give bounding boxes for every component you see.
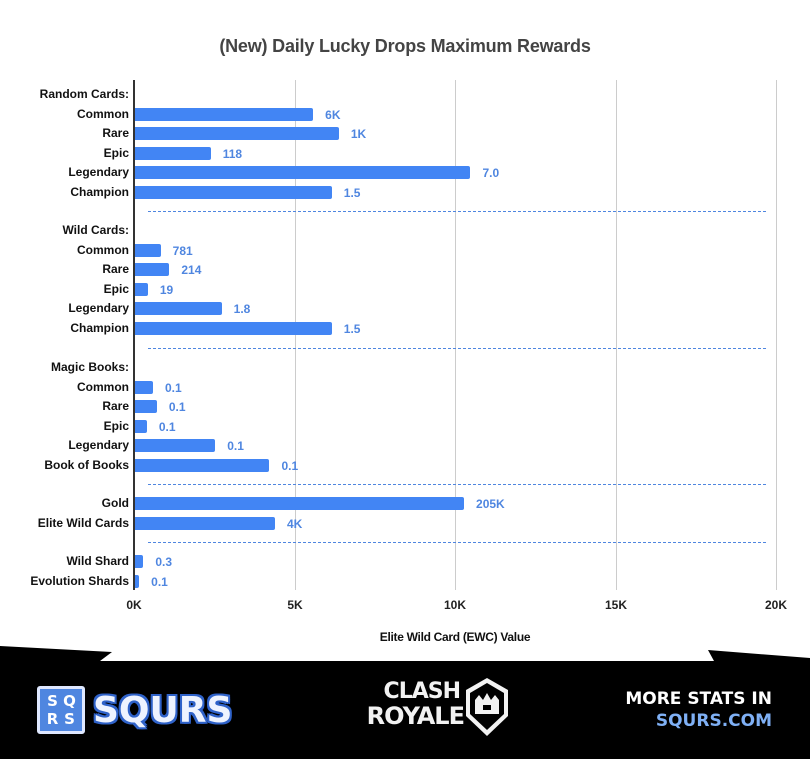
x-tick-20k: 20K bbox=[764, 598, 787, 612]
more-stats-link[interactable]: MORE STATS IN SQURS.COM bbox=[625, 688, 772, 732]
category-label: Rare bbox=[102, 262, 129, 276]
footer-background-shape bbox=[0, 646, 810, 759]
bar-value-label: 0.1 bbox=[168, 400, 186, 414]
bar-value-label: 1.5 bbox=[343, 185, 361, 200]
category-label: Rare bbox=[102, 126, 129, 140]
logo-letter: R bbox=[46, 710, 59, 728]
bar[interactable] bbox=[135, 107, 314, 121]
x-tick-10k: 10K bbox=[443, 598, 466, 612]
x-tick-5k: 5K bbox=[287, 598, 303, 612]
bar[interactable] bbox=[135, 263, 170, 276]
squrs-wordmark: SQURS bbox=[93, 689, 233, 731]
bar-value-label: 118 bbox=[222, 146, 243, 161]
gridline-10k bbox=[455, 80, 456, 590]
chart-area: (New) Daily Lucky Drops Maximum Rewards … bbox=[30, 36, 787, 644]
bar-value-label: 7.0 bbox=[482, 166, 500, 180]
bar[interactable] bbox=[135, 127, 339, 140]
bar-value-label: 0.1 bbox=[164, 380, 182, 395]
bar-value-label: 214 bbox=[181, 263, 202, 277]
bar[interactable] bbox=[135, 166, 471, 179]
bar[interactable] bbox=[135, 497, 465, 510]
category-label: Legendary bbox=[68, 165, 129, 179]
group-separator bbox=[148, 484, 766, 485]
group-separator bbox=[148, 542, 766, 543]
crown-shield-icon bbox=[466, 678, 508, 736]
bar-value-label: 1.8 bbox=[233, 302, 251, 316]
category-label: Wild Shard bbox=[66, 554, 129, 568]
cta-url[interactable]: SQURS.COM bbox=[655, 711, 772, 731]
bar-value-label: 4K bbox=[286, 516, 303, 531]
group-header: Magic Books: bbox=[50, 360, 129, 374]
bar-value-label: 0.1 bbox=[281, 458, 299, 473]
logo-letter: S bbox=[64, 710, 75, 728]
group-header: Wild Cards: bbox=[62, 223, 129, 237]
category-label: Common bbox=[77, 242, 129, 257]
cta-line-1: MORE STATS IN bbox=[625, 689, 772, 709]
clash-royale-logo: CLASH ROYALE bbox=[360, 676, 510, 742]
bar[interactable] bbox=[135, 185, 332, 199]
bar[interactable] bbox=[135, 458, 270, 472]
bar-value-label: 1K bbox=[350, 127, 367, 141]
y-axis-line bbox=[133, 80, 135, 590]
bar-value-label: 0.1 bbox=[151, 574, 168, 589]
bar[interactable] bbox=[135, 555, 144, 568]
category-label: Elite Wild Cards bbox=[37, 515, 129, 530]
bar[interactable] bbox=[135, 302, 222, 315]
group-header: Random Cards: bbox=[39, 87, 129, 101]
bar-value-label: 1.5 bbox=[343, 321, 361, 336]
logo-line-2: ROYALE bbox=[366, 702, 465, 730]
group-separator bbox=[148, 348, 766, 349]
bar[interactable] bbox=[135, 439, 216, 452]
category-label: Common bbox=[77, 379, 129, 394]
category-label: Epic bbox=[103, 281, 129, 296]
logo-letter: S bbox=[47, 692, 58, 710]
x-tick-0k: 0K bbox=[126, 598, 142, 612]
squrs-brand[interactable]: S Q R S SQURS bbox=[37, 686, 232, 734]
logo-letter: Q bbox=[63, 692, 76, 710]
gridline-15k bbox=[616, 80, 617, 590]
bar[interactable] bbox=[135, 321, 332, 335]
category-label: Champion bbox=[70, 184, 129, 199]
category-label: Legendary bbox=[68, 301, 129, 315]
bar-value-label: 6K bbox=[325, 107, 341, 122]
chart-title: (New) Daily Lucky Drops Maximum Rewards bbox=[219, 36, 591, 56]
bar[interactable] bbox=[135, 380, 153, 394]
category-label: Epic bbox=[103, 418, 129, 433]
gridline-20k bbox=[776, 80, 777, 590]
footer-banner bbox=[0, 640, 810, 759]
bar-value-label: 205K bbox=[476, 497, 505, 511]
bar-value-label: 781 bbox=[172, 243, 193, 258]
category-label: Legendary bbox=[68, 438, 129, 452]
bar-value-label: 19 bbox=[159, 282, 174, 297]
bar-value-label: 0.1 bbox=[227, 439, 244, 453]
bar-value-label: 0.1 bbox=[158, 419, 176, 434]
group-separator bbox=[148, 211, 766, 212]
category-label: Rare bbox=[102, 399, 129, 413]
squrs-logo-icon: S Q R S bbox=[37, 686, 85, 734]
bar[interactable] bbox=[135, 516, 275, 530]
category-label: Champion bbox=[70, 320, 129, 335]
logo-line-1: CLASH bbox=[383, 679, 461, 704]
category-label: Book of Books bbox=[44, 457, 129, 472]
bar-value-label: 0.3 bbox=[155, 555, 173, 569]
bar[interactable] bbox=[135, 282, 148, 296]
category-label: Gold bbox=[101, 496, 129, 510]
category-label: Epic bbox=[103, 145, 129, 160]
bar[interactable] bbox=[135, 146, 211, 160]
gridline-5k bbox=[295, 80, 296, 590]
category-label: Common bbox=[77, 106, 129, 121]
bar[interactable] bbox=[135, 419, 147, 433]
bar[interactable] bbox=[135, 243, 161, 257]
bar[interactable] bbox=[135, 400, 157, 413]
x-tick-15k: 15K bbox=[604, 598, 627, 612]
category-label: Evolution Shards bbox=[30, 573, 129, 588]
clash-royale-wordmark: CLASH ROYALE bbox=[360, 679, 465, 730]
bar[interactable] bbox=[135, 574, 140, 588]
x-axis-label: Elite Wild Card (EWC) Value bbox=[379, 630, 531, 644]
